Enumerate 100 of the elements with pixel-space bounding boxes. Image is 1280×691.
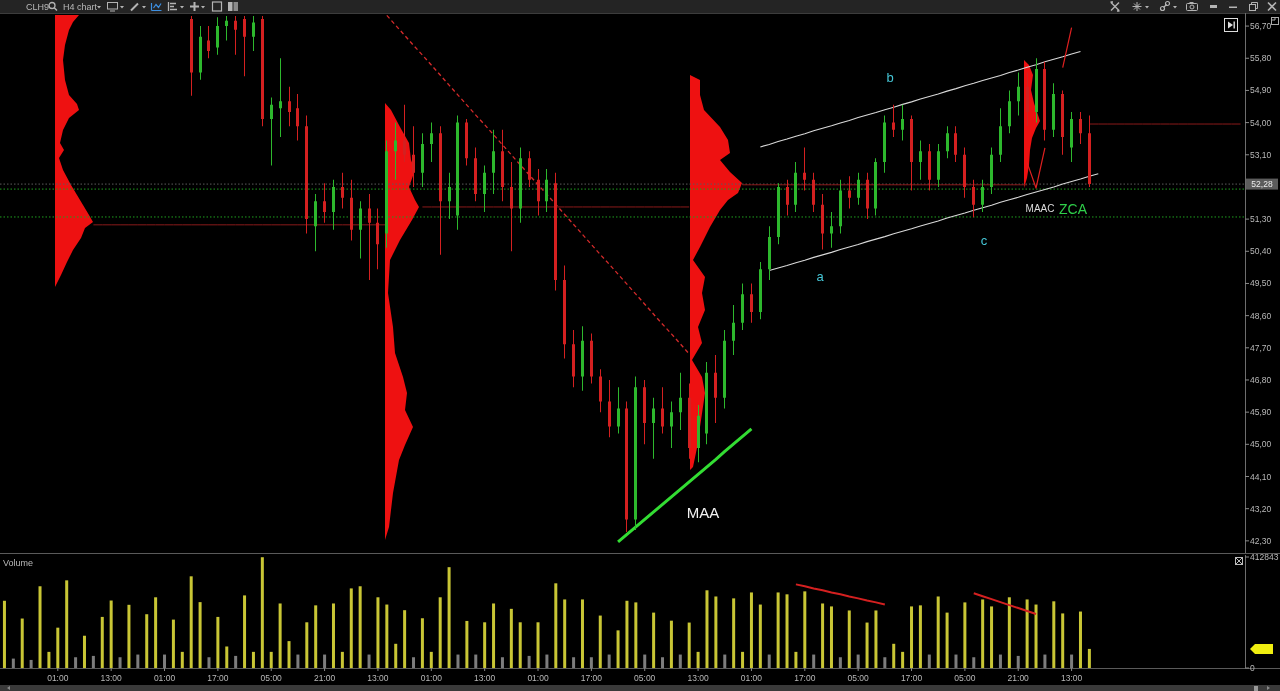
bar (776, 592, 780, 668)
bar (1007, 597, 1011, 668)
y-tick-label: 55,80 (1250, 53, 1272, 64)
y-tick-label: 44,10 (1250, 471, 1272, 482)
x-tick-label: 05:00 (260, 673, 283, 683)
bar (563, 599, 567, 668)
bar (918, 605, 922, 668)
bar (812, 654, 816, 668)
bar (269, 651, 273, 668)
x-tick-label: 21:00 (1007, 673, 1030, 683)
x-tick-label: 05:00 (954, 673, 976, 683)
x-tick-label: 17:00 (900, 673, 923, 683)
bar (91, 655, 95, 668)
bar (207, 657, 211, 668)
y-tick-label: 0 (1250, 663, 1255, 673)
bar (963, 602, 967, 668)
bar (874, 610, 878, 668)
line-series (768, 173, 1099, 272)
bar (447, 567, 451, 668)
bar (945, 612, 949, 668)
bar (109, 600, 113, 668)
x-tick-label: 17:00 (580, 673, 603, 683)
bar (661, 657, 665, 668)
x-tick-label: 05:00 (634, 673, 656, 683)
bar (910, 606, 914, 668)
bar (856, 654, 860, 668)
annotation: b (886, 69, 894, 85)
y-tick-label: 46,80 (1250, 374, 1272, 385)
x-tick-label: 13:00 (1060, 673, 1083, 683)
annotation: MAA (686, 503, 720, 521)
bar (500, 657, 504, 668)
y-tick-label: 45,90 (1250, 407, 1272, 418)
bar (901, 651, 905, 668)
y-tick-label: 50,40 (1250, 246, 1272, 257)
bar (331, 603, 335, 668)
bar (723, 654, 727, 668)
bar (554, 583, 558, 668)
x-tick-label: 13:00 (687, 673, 709, 683)
bar (385, 604, 389, 668)
bar (136, 654, 140, 668)
bar (225, 646, 229, 668)
bar (829, 606, 833, 668)
bar (367, 654, 371, 668)
bar (278, 603, 282, 668)
bar (65, 580, 69, 668)
bar (607, 654, 611, 668)
bar (847, 610, 851, 668)
line-series (759, 50, 1082, 148)
bar (287, 641, 291, 668)
bar (1016, 655, 1020, 668)
bar (625, 600, 629, 668)
x-tick-label: 13:00 (367, 673, 389, 683)
bar (216, 616, 220, 668)
bar (634, 602, 638, 668)
y-tick-label: 45,00 (1250, 439, 1272, 450)
bar (572, 657, 576, 668)
x-tick-label: 17:00 (794, 673, 816, 683)
bar (189, 576, 193, 668)
y-tick-label: 54,90 (1250, 85, 1272, 96)
x-tick-label: 01:00 (153, 673, 176, 683)
bar (251, 651, 255, 668)
bar (527, 655, 531, 668)
bar (990, 606, 994, 668)
annotation: ZCA (1059, 201, 1088, 217)
bar (767, 654, 771, 668)
bar (865, 622, 869, 668)
bar (296, 654, 300, 668)
bar (412, 657, 416, 668)
bar (749, 592, 753, 668)
y-tick-label: 412843 (1250, 552, 1279, 562)
bar (154, 597, 158, 668)
bar (883, 657, 887, 668)
bar (998, 654, 1002, 668)
bar (545, 654, 549, 668)
bar (1043, 654, 1047, 668)
bar (465, 620, 469, 668)
bar (38, 586, 42, 668)
bar (376, 597, 380, 668)
x-tick-label: 17:00 (207, 673, 229, 683)
bar (20, 618, 24, 668)
bar (358, 586, 362, 668)
y-tick-label: 43,20 (1250, 503, 1272, 514)
bar (420, 618, 424, 668)
bar (314, 605, 318, 668)
bar (260, 557, 264, 668)
bar (82, 635, 86, 668)
bar (11, 658, 15, 668)
bar (100, 616, 104, 668)
y-tick-label: 54,00 (1250, 117, 1272, 128)
chart-subtitle: H4 chart (63, 2, 98, 12)
bar (1061, 613, 1065, 668)
line-series (386, 14, 690, 355)
bar (323, 654, 327, 668)
ref-line-label: 52,28 (1251, 179, 1273, 190)
bar (785, 594, 789, 668)
bar (198, 602, 202, 668)
bar (171, 619, 175, 668)
bar (74, 657, 78, 668)
bar (616, 630, 620, 668)
bar (145, 614, 149, 668)
